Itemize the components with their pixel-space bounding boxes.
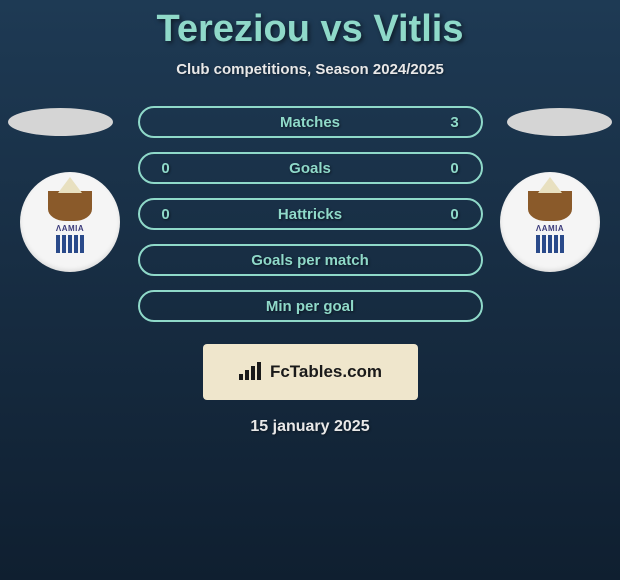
- stat-row: 0 Hattricks 0: [138, 198, 483, 230]
- club-badge-left: ΛΑΜΙΑ: [20, 172, 120, 272]
- stripes-icon: [56, 235, 84, 253]
- stat-right-value: 3: [445, 114, 465, 131]
- comparison-title: Tereziou vs Vitlis: [0, 0, 620, 51]
- stat-row: Matches 3: [138, 106, 483, 138]
- stat-label: Min per goal: [266, 298, 354, 315]
- stat-left-value: 0: [156, 160, 176, 177]
- stat-left-value: 0: [156, 206, 176, 223]
- club-badge-right: ΛΑΜΙΑ: [500, 172, 600, 272]
- comparison-subtitle: Club competitions, Season 2024/2025: [0, 61, 620, 78]
- source-logo: FcTables.com: [238, 362, 382, 382]
- stat-row: Goals per match: [138, 244, 483, 276]
- stat-row: Min per goal: [138, 290, 483, 322]
- bars-icon: [238, 362, 264, 382]
- stat-row: 0 Goals 0: [138, 152, 483, 184]
- source-logo-text: FcTables.com: [270, 362, 382, 382]
- source-logo-box: FcTables.com: [203, 344, 418, 400]
- stat-label: Goals per match: [251, 252, 369, 269]
- stat-label: Hattricks: [278, 206, 342, 223]
- stat-right-value: 0: [445, 160, 465, 177]
- club-name-right: ΛΑΜΙΑ: [536, 224, 564, 233]
- ship-icon: [48, 191, 92, 221]
- ship-icon: [528, 191, 572, 221]
- snapshot-date: 15 january 2025: [0, 418, 620, 436]
- content-area: ΛΑΜΙΑ ΛΑΜΙΑ Matches 3 0 Goals 0 0 Hattricks 0 Go…: [0, 106, 620, 436]
- stat-rows-container: Matches 3 0 Goals 0 0 Hattricks 0 Goals per matc…: [138, 106, 483, 322]
- stat-label: Matches: [280, 114, 340, 131]
- stat-label: Goals: [289, 160, 331, 177]
- club-name-left: ΛΑΜΙΑ: [56, 224, 84, 233]
- player-photo-left-placeholder: [8, 108, 113, 136]
- player-photo-right-placeholder: [507, 108, 612, 136]
- stripes-icon: [536, 235, 564, 253]
- stat-right-value: 0: [444, 206, 464, 223]
